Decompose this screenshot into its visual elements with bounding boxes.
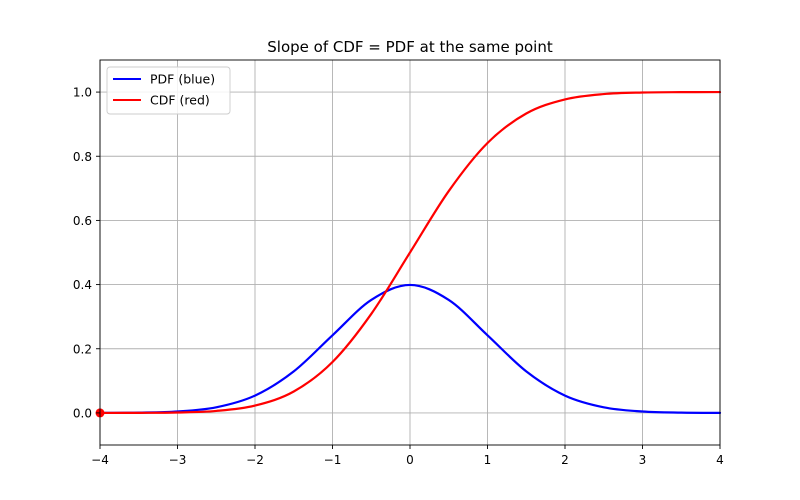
x-tick-label: 1 xyxy=(484,453,492,467)
y-tick-label: 1.0 xyxy=(73,86,92,100)
cdf-line xyxy=(98,90,722,415)
legend: PDF (blue) CDF (red) xyxy=(106,66,231,115)
x-tick-label: 0 xyxy=(406,453,414,467)
series-layer xyxy=(98,90,722,415)
x-tick-label: 3 xyxy=(639,453,647,467)
y-tick-label: 0.4 xyxy=(73,278,92,292)
y-tick-label: 0.6 xyxy=(73,214,92,228)
ticks: −4 −3 −2 −1 0 1 2 3 4 0.0 0.2 0.4 0.6 0.8 1.0 xyxy=(73,86,724,467)
y-tick-label: 0.0 xyxy=(73,406,92,420)
x-tick-label: 4 xyxy=(716,453,724,467)
legend-label-cdf: CDF (red) xyxy=(150,93,210,108)
x-tick-label: −3 xyxy=(169,453,187,467)
y-tick-label: 0.8 xyxy=(73,150,92,164)
x-tick-label: −4 xyxy=(91,453,109,467)
y-tick-label: 0.2 xyxy=(73,342,92,356)
chart-title: Slope of CDF = PDF at the same point xyxy=(267,38,553,56)
pdf-line xyxy=(98,283,722,414)
x-tick-label: 2 xyxy=(561,453,569,467)
legend-label-pdf: PDF (blue) xyxy=(150,72,215,87)
x-tick-label: −2 xyxy=(246,453,264,467)
x-tick-label: −1 xyxy=(324,453,342,467)
